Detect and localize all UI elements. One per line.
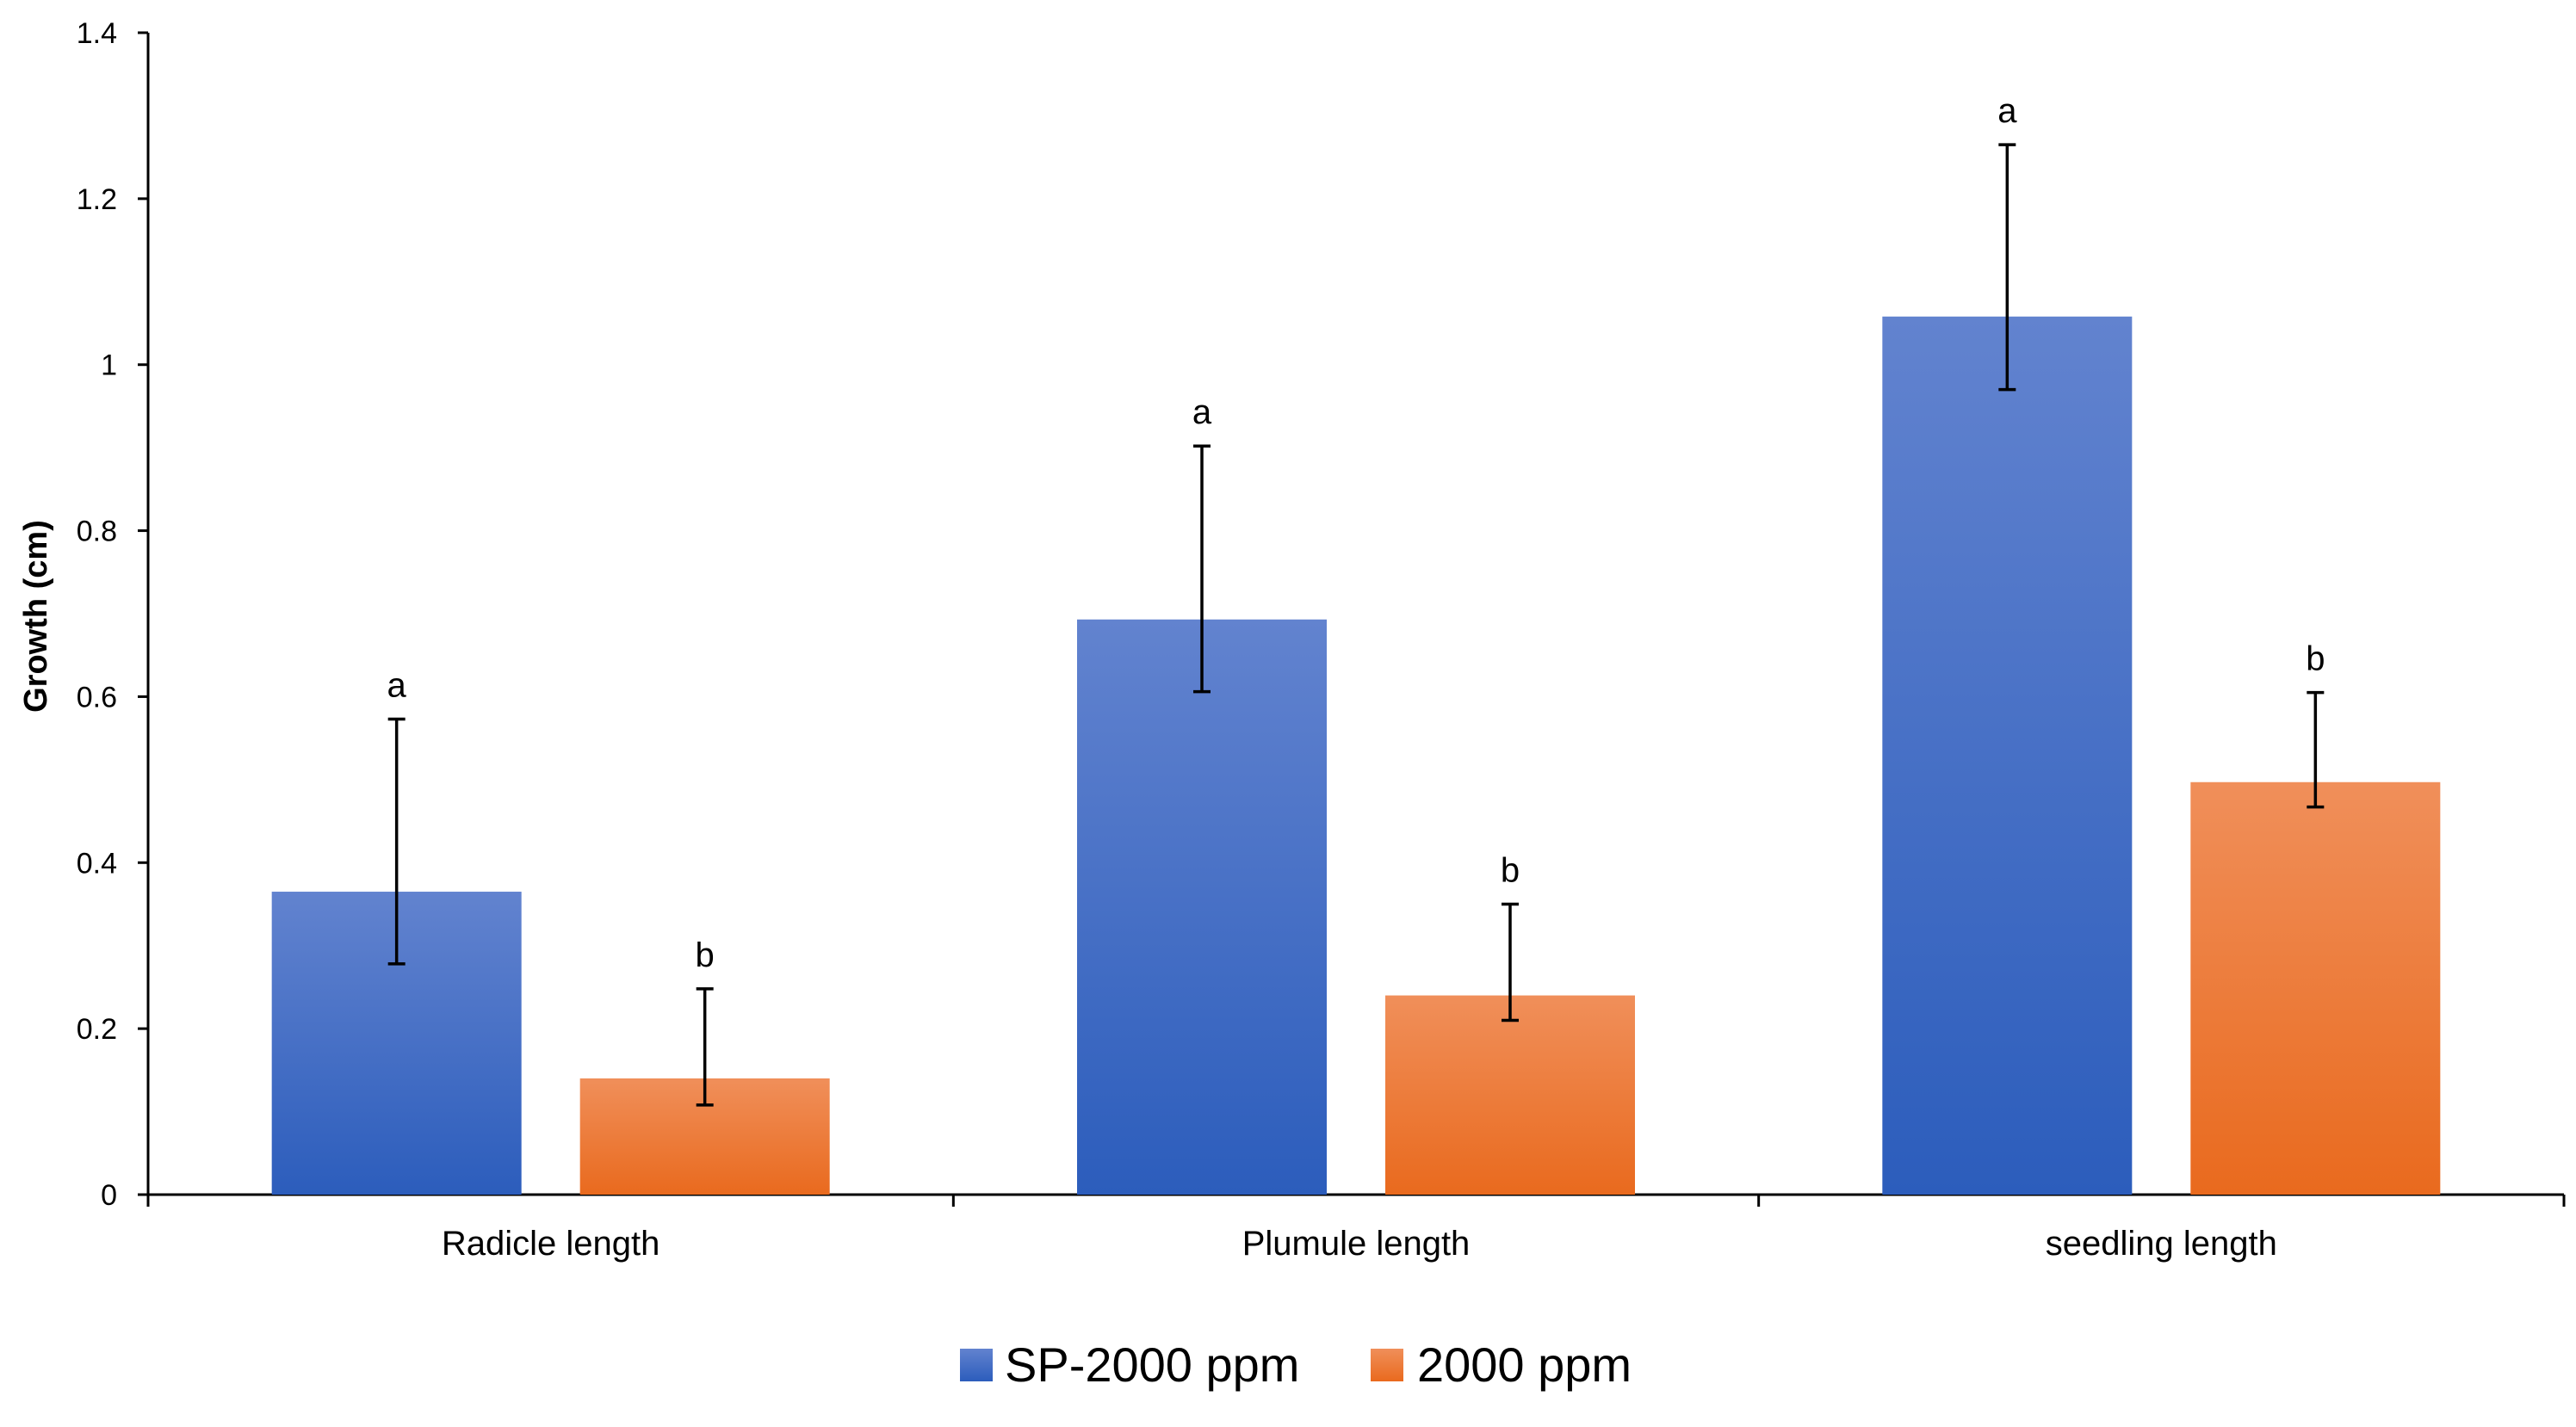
bar — [1882, 316, 2133, 1195]
x-tick-label: seedling length — [2046, 1225, 2277, 1263]
plot-area: 0 0.2 0.4 0.6 0.8 1 1.2 1.4 Radicle length a b Plum… — [77, 17, 2566, 1263]
significance-label: a — [1192, 393, 1212, 431]
legend-swatch — [1371, 1349, 1403, 1381]
significance-label: b — [696, 936, 715, 974]
y-tick-label: 1.4 — [77, 17, 117, 50]
y-axis-label: Growth (cm) — [18, 520, 54, 713]
y-tick-label: 0.8 — [77, 516, 117, 548]
bar — [2190, 781, 2441, 1195]
y-tick-label: 1 — [101, 349, 117, 382]
y-tick-label: 1.2 — [77, 183, 117, 216]
x-tick-label: Plumule length — [1242, 1225, 1471, 1263]
significance-label: a — [387, 666, 407, 704]
y-tick-label: 0.2 — [77, 1013, 117, 1046]
significance-label: b — [1501, 852, 1520, 890]
legend-label: 2000 ppm — [1417, 1337, 1632, 1392]
y-tick-label: 0 — [101, 1179, 117, 1212]
significance-label: a — [1997, 92, 2017, 130]
y-tick-label: 0.6 — [77, 681, 117, 714]
x-tick-label: Radicle length — [442, 1225, 660, 1263]
legend: SP-2000 ppm 2000 ppm — [960, 1337, 1632, 1392]
bar — [1385, 995, 1635, 1195]
y-tick-label: 0.4 — [77, 847, 117, 880]
bar — [1077, 619, 1327, 1195]
significance-label: b — [2306, 640, 2325, 678]
legend-label: SP-2000 ppm — [1005, 1337, 1299, 1392]
legend-swatch — [960, 1349, 993, 1381]
